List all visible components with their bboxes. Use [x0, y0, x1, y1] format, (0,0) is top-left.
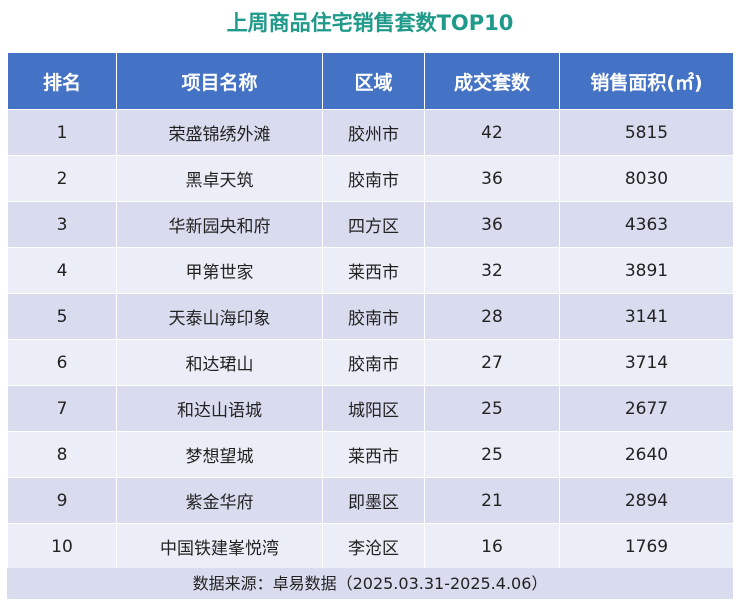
cell-area: 3714 [559, 339, 734, 386]
cell-district: 城阳区 [322, 385, 425, 432]
cell-project: 和达珺山 [116, 339, 323, 386]
cell-rank: 7 [7, 385, 117, 432]
cell-rank: 8 [7, 431, 117, 478]
cell-rank: 6 [7, 339, 117, 386]
cell-project: 天泰山海印象 [116, 293, 323, 340]
cell-units: 28 [424, 293, 560, 340]
cell-area: 3891 [559, 247, 734, 294]
cell-units: 32 [424, 247, 560, 294]
cell-project: 紫金华府 [116, 477, 323, 524]
cell-units: 25 [424, 385, 560, 432]
cell-project: 黑卓天筑 [116, 155, 323, 202]
cell-rank: 5 [7, 293, 117, 340]
header-units: 成交套数 [424, 52, 560, 110]
header-area: 销售面积(㎡) [559, 52, 734, 110]
cell-district: 莱西市 [322, 431, 425, 478]
cell-rank: 10 [7, 523, 117, 570]
table-row: 2 黑卓天筑 胶南市 36 8030 [7, 155, 734, 202]
cell-area: 2677 [559, 385, 734, 432]
cell-units: 36 [424, 155, 560, 202]
cell-district: 李沧区 [322, 523, 425, 570]
cell-rank: 1 [7, 109, 117, 156]
cell-units: 21 [424, 477, 560, 524]
table-row: 7 和达山语城 城阳区 25 2677 [7, 385, 734, 432]
cell-district: 胶南市 [322, 155, 425, 202]
header-district: 区域 [322, 52, 425, 110]
table-header-row: 排名 项目名称 区域 成交套数 销售面积(㎡) [7, 52, 734, 110]
cell-rank: 3 [7, 201, 117, 248]
cell-project: 梦想望城 [116, 431, 323, 478]
cell-units: 42 [424, 109, 560, 156]
table-body: 1 荣盛锦绣外滩 胶州市 42 5815 2 黑卓天筑 胶南市 36 8030 … [7, 109, 734, 570]
table-title: 上周商品住宅销售套数TOP10 [226, 11, 514, 35]
ranking-table-container: 排名 项目名称 区域 成交套数 销售面积(㎡) 1 荣盛锦绣外滩 胶州市 42 … [7, 52, 734, 570]
cell-project: 华新园央和府 [116, 201, 323, 248]
cell-rank: 2 [7, 155, 117, 202]
table-row: 5 天泰山海印象 胶南市 28 3141 [7, 293, 734, 340]
cell-area: 8030 [559, 155, 734, 202]
cell-project: 和达山语城 [116, 385, 323, 432]
cell-district: 即墨区 [322, 477, 425, 524]
ranking-table: 排名 项目名称 区域 成交套数 销售面积(㎡) 1 荣盛锦绣外滩 胶州市 42 … [7, 52, 734, 570]
cell-area: 2640 [559, 431, 734, 478]
table-row: 10 中国铁建峯悦湾 李沧区 16 1769 [7, 523, 734, 570]
cell-rank: 9 [7, 477, 117, 524]
cell-project: 中国铁建峯悦湾 [116, 523, 323, 570]
table-row: 1 荣盛锦绣外滩 胶州市 42 5815 [7, 109, 734, 156]
table-row: 4 甲第世家 莱西市 32 3891 [7, 247, 734, 294]
cell-project: 甲第世家 [116, 247, 323, 294]
header-project: 项目名称 [116, 52, 323, 110]
cell-units: 16 [424, 523, 560, 570]
cell-district: 胶南市 [322, 339, 425, 386]
cell-project: 荣盛锦绣外滩 [116, 109, 323, 156]
cell-district: 四方区 [322, 201, 425, 248]
cell-district: 莱西市 [322, 247, 425, 294]
cell-district: 胶州市 [322, 109, 425, 156]
cell-area: 3141 [559, 293, 734, 340]
cell-area: 4363 [559, 201, 734, 248]
cell-units: 36 [424, 201, 560, 248]
cell-area: 1769 [559, 523, 734, 570]
cell-district: 胶南市 [322, 293, 425, 340]
cell-area: 2894 [559, 477, 734, 524]
cell-units: 25 [424, 431, 560, 478]
table-row: 3 华新园央和府 四方区 36 4363 [7, 201, 734, 248]
cell-area: 5815 [559, 109, 734, 156]
header-rank: 排名 [7, 52, 117, 110]
table-row: 8 梦想望城 莱西市 25 2640 [7, 431, 734, 478]
data-source-note: 数据来源：卓易数据（2025.03.31-2025.4.06） [7, 568, 733, 599]
cell-units: 27 [424, 339, 560, 386]
table-row: 6 和达珺山 胶南市 27 3714 [7, 339, 734, 386]
table-row: 9 紫金华府 即墨区 21 2894 [7, 477, 734, 524]
cell-rank: 4 [7, 247, 117, 294]
